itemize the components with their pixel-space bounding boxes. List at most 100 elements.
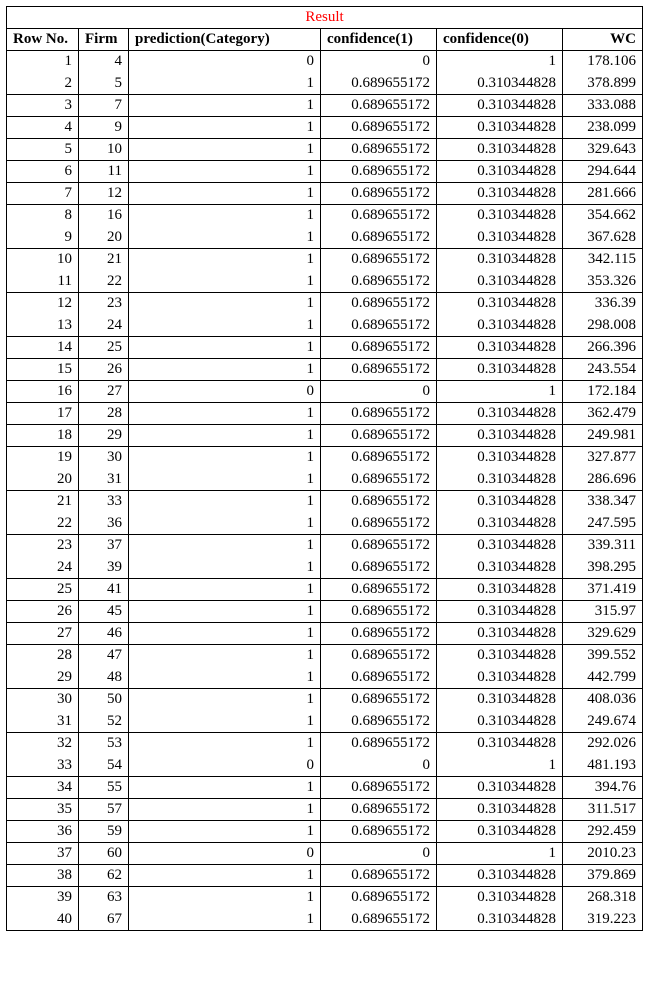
cell-row-no: 5: [7, 139, 79, 161]
cell-wc: 238.099: [563, 117, 643, 139]
col-header-row-no: Row No.: [7, 29, 79, 51]
cell-prediction: 1: [129, 271, 321, 293]
cell-row-no: 22: [7, 513, 79, 535]
cell-row-no: 21: [7, 491, 79, 513]
cell-confidence-1: 0.689655172: [321, 183, 437, 205]
cell-row-no: 36: [7, 821, 79, 843]
cell-confidence-0: 0.310344828: [437, 469, 563, 491]
cell-confidence-1: 0.689655172: [321, 359, 437, 381]
table-row: 365910.6896551720.310344828292.459: [7, 821, 643, 843]
cell-confidence-1: 0: [321, 381, 437, 403]
cell-row-no: 20: [7, 469, 79, 491]
cell-row-no: 38: [7, 865, 79, 887]
cell-confidence-1: 0.689655172: [321, 491, 437, 513]
cell-confidence-1: 0.689655172: [321, 117, 437, 139]
table-row: 406710.6896551720.310344828319.223: [7, 909, 643, 931]
cell-confidence-1: 0.689655172: [321, 315, 437, 337]
cell-row-no: 16: [7, 381, 79, 403]
cell-confidence-1: 0.689655172: [321, 689, 437, 711]
cell-prediction: 1: [129, 777, 321, 799]
cell-row-no: 24: [7, 557, 79, 579]
cell-prediction: 1: [129, 293, 321, 315]
cell-confidence-0: 0.310344828: [437, 227, 563, 249]
cell-firm: 4: [79, 51, 129, 73]
cell-row-no: 28: [7, 645, 79, 667]
table-row: 102110.6896551720.310344828342.115: [7, 249, 643, 271]
cell-confidence-0: 0.310344828: [437, 535, 563, 557]
cell-firm: 24: [79, 315, 129, 337]
table-row: 81610.6896551720.310344828354.662: [7, 205, 643, 227]
table-title-row: Result: [7, 7, 643, 29]
col-header-firm: Firm: [79, 29, 129, 51]
cell-prediction: 1: [129, 865, 321, 887]
cell-confidence-1: 0.689655172: [321, 535, 437, 557]
cell-confidence-1: 0.689655172: [321, 205, 437, 227]
cell-prediction: 1: [129, 359, 321, 381]
cell-firm: 31: [79, 469, 129, 491]
cell-firm: 28: [79, 403, 129, 425]
col-header-wc: WC: [563, 29, 643, 51]
cell-prediction: 1: [129, 139, 321, 161]
cell-prediction: 1: [129, 623, 321, 645]
cell-wc: 333.088: [563, 95, 643, 117]
cell-confidence-0: 0.310344828: [437, 733, 563, 755]
cell-prediction: 1: [129, 535, 321, 557]
cell-firm: 37: [79, 535, 129, 557]
cell-wc: 329.629: [563, 623, 643, 645]
cell-confidence-0: 0.310344828: [437, 887, 563, 909]
cell-confidence-1: 0.689655172: [321, 249, 437, 271]
table-row: 243910.6896551720.310344828398.295: [7, 557, 643, 579]
cell-wc: 398.295: [563, 557, 643, 579]
cell-confidence-0: 0.310344828: [437, 117, 563, 139]
cell-firm: 21: [79, 249, 129, 271]
cell-wc: 362.479: [563, 403, 643, 425]
cell-prediction: 1: [129, 821, 321, 843]
cell-prediction: 1: [129, 315, 321, 337]
cell-confidence-1: 0.689655172: [321, 799, 437, 821]
table-row: 14001178.106: [7, 51, 643, 73]
cell-confidence-0: 0.310344828: [437, 249, 563, 271]
cell-prediction: 1: [129, 447, 321, 469]
cell-firm: 30: [79, 447, 129, 469]
cell-confidence-1: 0.689655172: [321, 601, 437, 623]
cell-wc: 329.643: [563, 139, 643, 161]
cell-confidence-1: 0.689655172: [321, 711, 437, 733]
cell-prediction: 1: [129, 689, 321, 711]
table-row: 345510.6896551720.310344828394.76: [7, 777, 643, 799]
table-row: 294810.6896551720.310344828442.799: [7, 667, 643, 689]
table-row: 264510.6896551720.310344828315.97: [7, 601, 643, 623]
cell-prediction: 1: [129, 95, 321, 117]
cell-confidence-0: 0.310344828: [437, 359, 563, 381]
cell-wc: 371.419: [563, 579, 643, 601]
cell-wc: 481.193: [563, 755, 643, 777]
cell-confidence-1: 0: [321, 51, 437, 73]
cell-row-no: 17: [7, 403, 79, 425]
cell-firm: 54: [79, 755, 129, 777]
cell-confidence-1: 0.689655172: [321, 887, 437, 909]
cell-row-no: 7: [7, 183, 79, 205]
cell-firm: 36: [79, 513, 129, 535]
cell-firm: 20: [79, 227, 129, 249]
cell-confidence-1: 0.689655172: [321, 469, 437, 491]
table-row: 152610.6896551720.310344828243.554: [7, 359, 643, 381]
cell-wc: 379.869: [563, 865, 643, 887]
cell-row-no: 37: [7, 843, 79, 865]
cell-wc: 319.223: [563, 909, 643, 931]
cell-confidence-0: 0.310344828: [437, 777, 563, 799]
cell-confidence-0: 0.310344828: [437, 865, 563, 887]
cell-confidence-0: 0.310344828: [437, 183, 563, 205]
table-header-row: Row No. Firm prediction(Category) confid…: [7, 29, 643, 51]
cell-row-no: 25: [7, 579, 79, 601]
cell-firm: 46: [79, 623, 129, 645]
cell-prediction: 1: [129, 491, 321, 513]
cell-row-no: 10: [7, 249, 79, 271]
table-row: 122310.6896551720.310344828336.39: [7, 293, 643, 315]
table-row: 203110.6896551720.310344828286.696: [7, 469, 643, 491]
cell-confidence-0: 0.310344828: [437, 425, 563, 447]
cell-prediction: 1: [129, 799, 321, 821]
cell-row-no: 14: [7, 337, 79, 359]
cell-wc: 408.036: [563, 689, 643, 711]
cell-prediction: 1: [129, 733, 321, 755]
cell-row-no: 35: [7, 799, 79, 821]
cell-firm: 22: [79, 271, 129, 293]
